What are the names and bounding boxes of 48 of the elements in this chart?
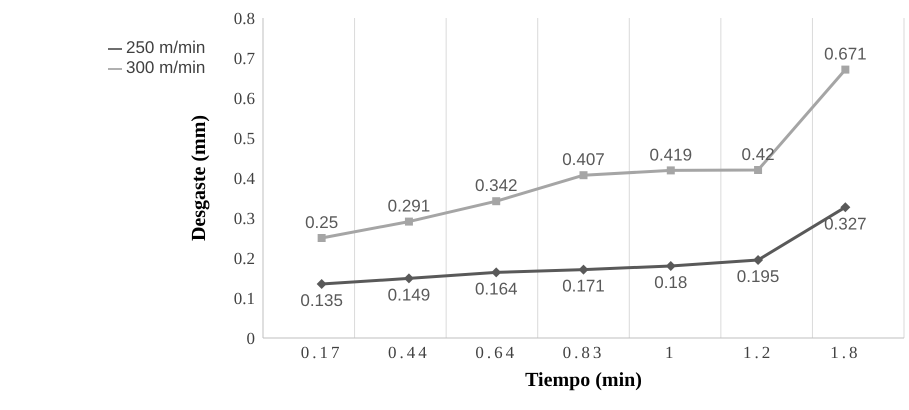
y-tick-label: 0.2 bbox=[234, 249, 255, 268]
x-tick-label: 1.2 bbox=[742, 343, 774, 362]
data-label: 0.291 bbox=[388, 196, 430, 216]
point bbox=[666, 261, 676, 271]
x-tick-label: 0.83 bbox=[562, 343, 604, 362]
point bbox=[578, 264, 588, 275]
y-tick-label: 0.6 bbox=[234, 89, 255, 108]
y-tick-label: 0.3 bbox=[234, 209, 255, 228]
y-tick-label: 0.1 bbox=[234, 289, 255, 308]
y-tick-label: 0.8 bbox=[234, 9, 255, 28]
data-label: 0.135 bbox=[300, 291, 343, 310]
data-label: 0.407 bbox=[562, 150, 605, 170]
data-label: 0.327 bbox=[824, 214, 867, 234]
x-tick-label: 0.44 bbox=[388, 343, 430, 362]
data-label: 0.419 bbox=[650, 145, 692, 164]
y-tick-label: 0.7 bbox=[234, 49, 256, 68]
point bbox=[753, 255, 764, 265]
point bbox=[492, 197, 500, 206]
point bbox=[404, 273, 414, 284]
point bbox=[580, 171, 588, 180]
data-label: 0.195 bbox=[736, 267, 780, 286]
point bbox=[318, 234, 326, 242]
point bbox=[841, 66, 850, 74]
x-tick-label: 0.64 bbox=[475, 343, 518, 362]
x-tick-label: 1.8 bbox=[830, 343, 860, 362]
point bbox=[666, 166, 675, 174]
y-tick-label: 0.5 bbox=[234, 129, 255, 148]
legend-label: 250 m/min bbox=[126, 38, 206, 57]
x-tick-label: 0.17 bbox=[300, 343, 343, 362]
point bbox=[491, 267, 502, 278]
data-label: 0.42 bbox=[742, 145, 775, 164]
y-axis-title: Desgaste (mm) bbox=[188, 114, 210, 242]
data-label: 0.671 bbox=[824, 44, 867, 64]
x-tick-label: 1 bbox=[665, 343, 677, 362]
point bbox=[404, 218, 413, 226]
point bbox=[316, 279, 327, 289]
legend-label: 300 m/min bbox=[126, 58, 206, 77]
data-label: 0.25 bbox=[305, 213, 338, 232]
y-tick-label: 0.4 bbox=[234, 169, 256, 188]
data-label: 0.18 bbox=[654, 273, 688, 292]
data-label: 0.171 bbox=[562, 276, 605, 296]
y-tick-label: 0 bbox=[246, 329, 255, 348]
data-label: 0.342 bbox=[474, 176, 518, 196]
point bbox=[840, 202, 850, 212]
point bbox=[754, 166, 762, 174]
data-label: 0.149 bbox=[388, 285, 430, 304]
x-axis-title: Tiempo (min) bbox=[525, 369, 642, 391]
data-label: 0.164 bbox=[474, 279, 518, 298]
